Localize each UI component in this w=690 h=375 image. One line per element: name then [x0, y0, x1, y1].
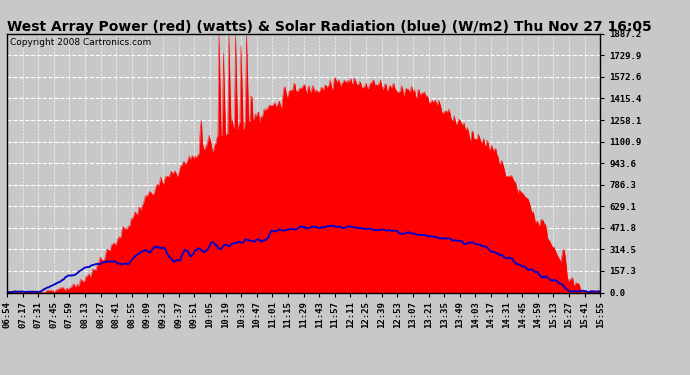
Text: West Array Power (red) (watts) & Solar Radiation (blue) (W/m2) Thu Nov 27 16:05: West Array Power (red) (watts) & Solar R…: [7, 20, 651, 34]
Text: Copyright 2008 Cartronics.com: Copyright 2008 Cartronics.com: [10, 38, 151, 46]
